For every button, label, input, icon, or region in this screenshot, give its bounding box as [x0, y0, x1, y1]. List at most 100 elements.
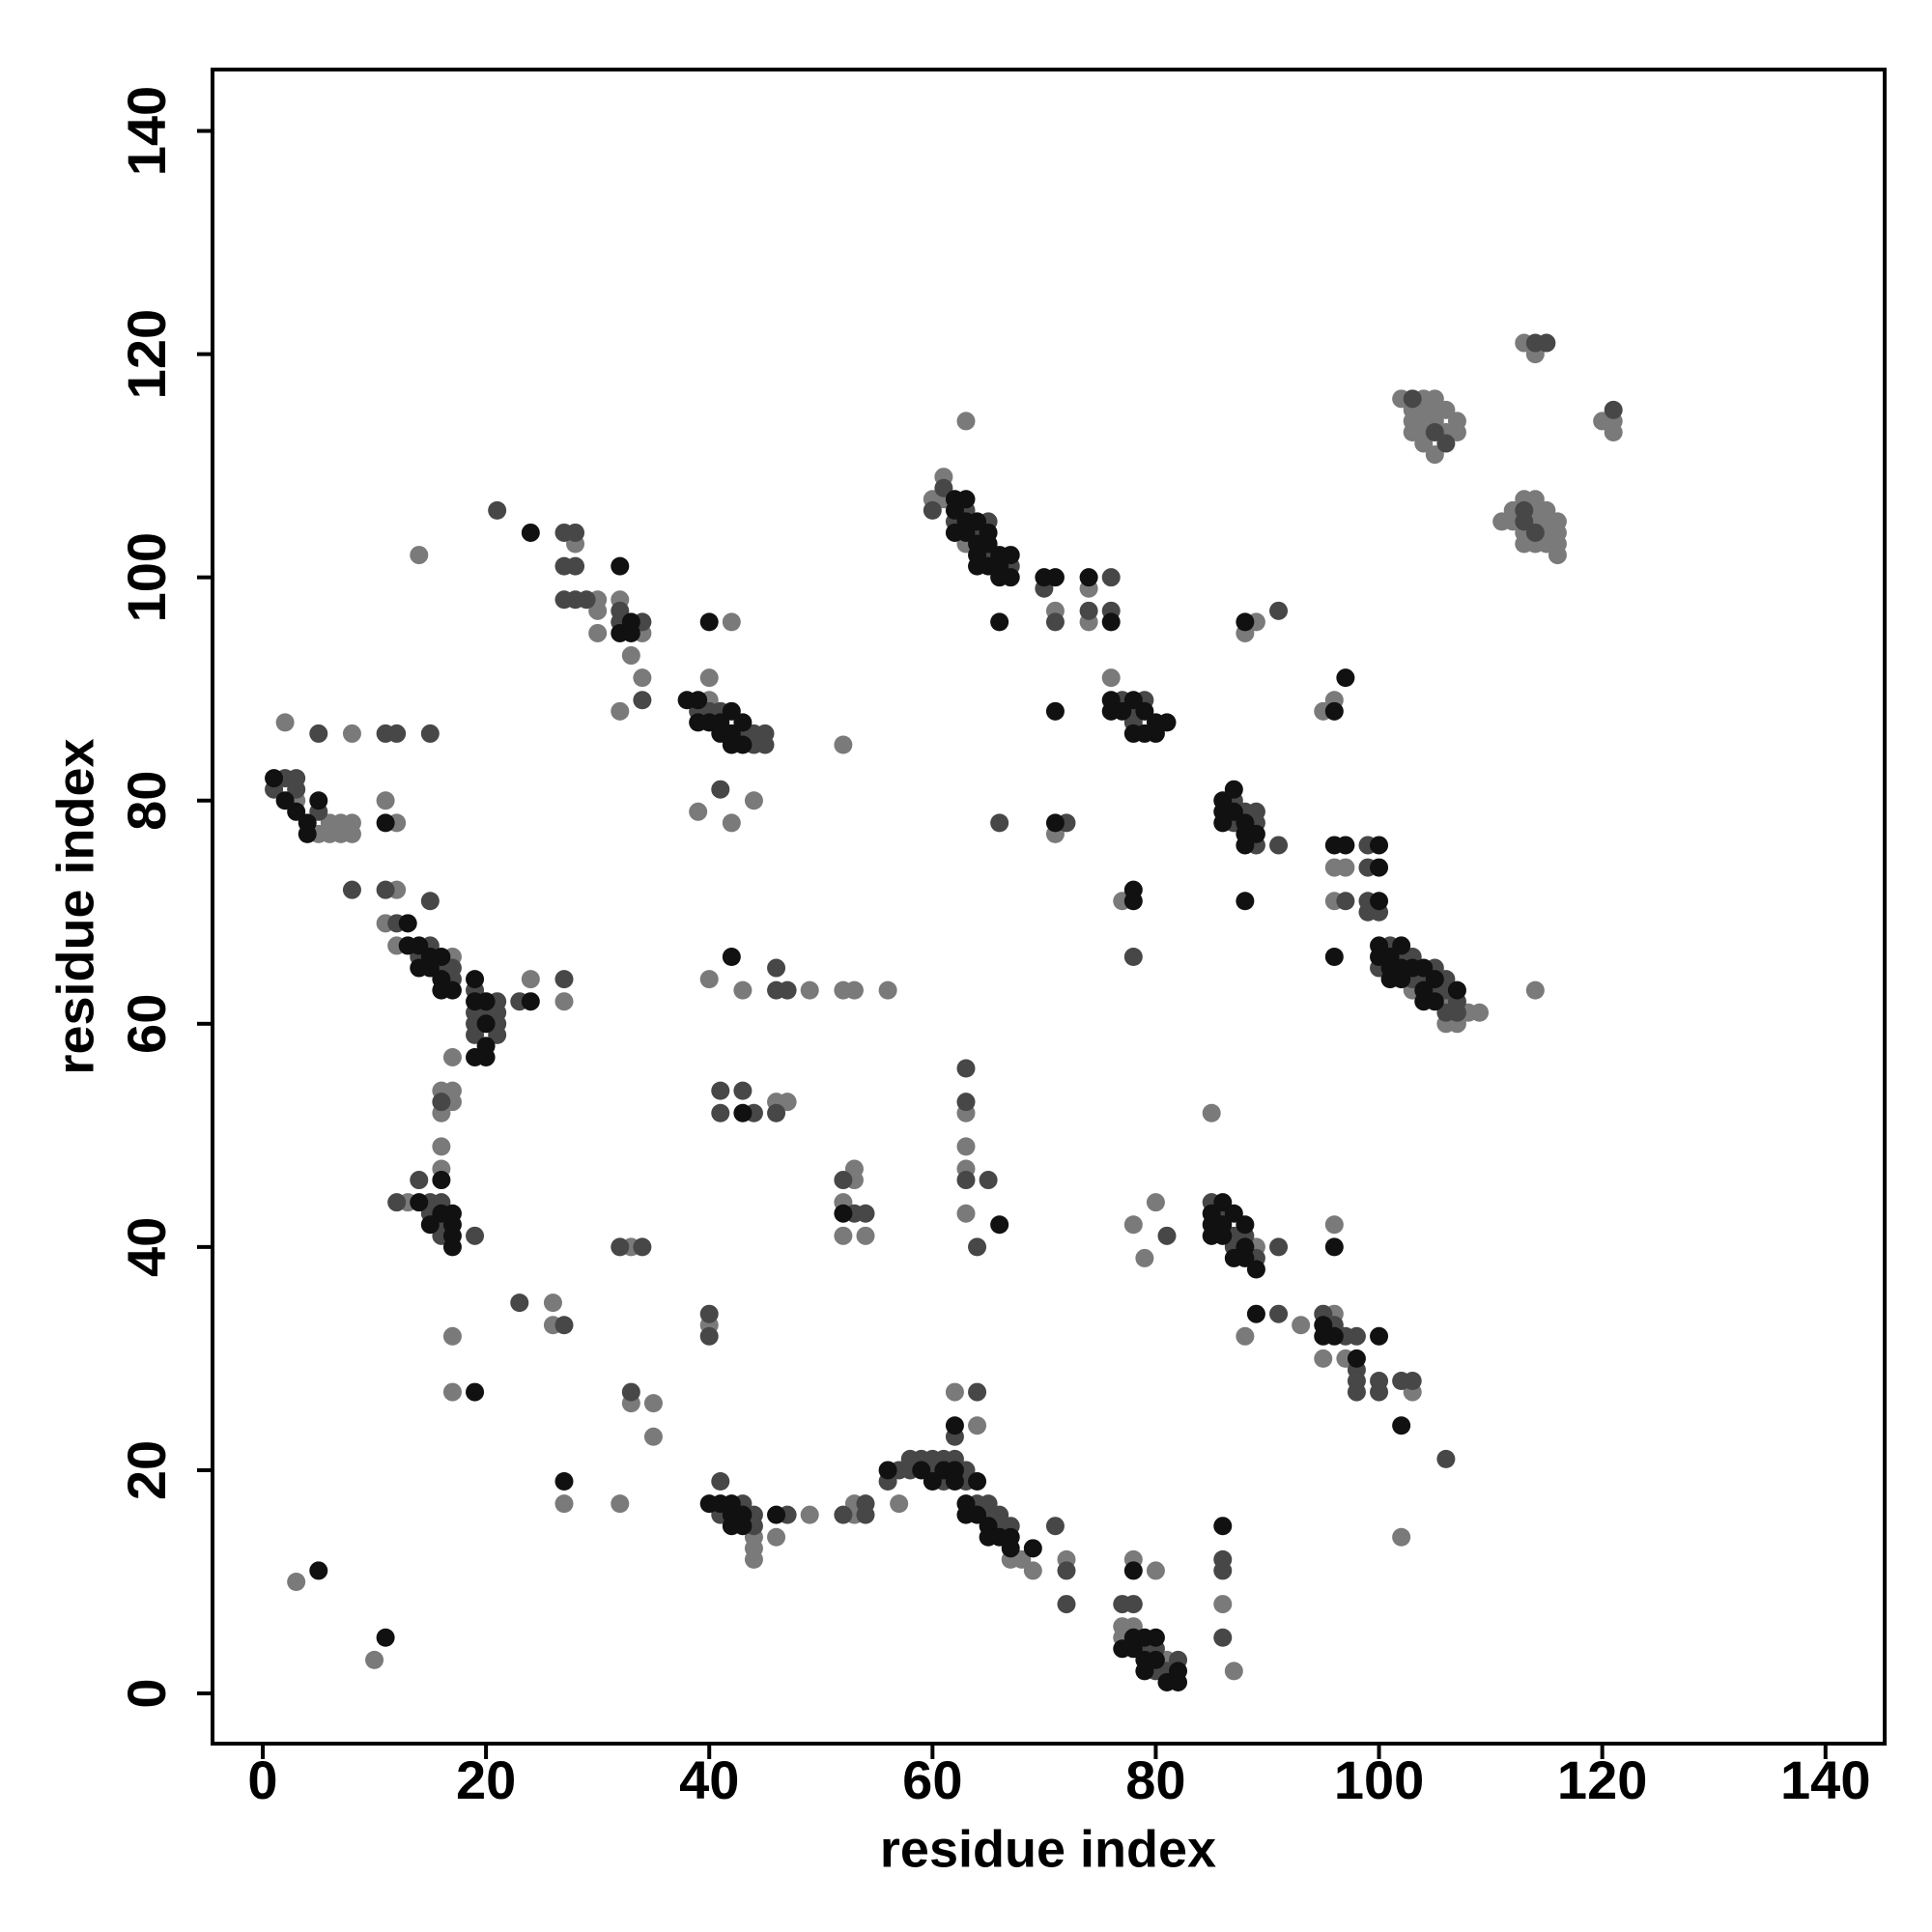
- x-tick-label: 140: [1780, 1749, 1870, 1810]
- point: [1157, 713, 1177, 732]
- point: [1135, 701, 1154, 721]
- point: [834, 1505, 853, 1524]
- point: [320, 813, 339, 833]
- y-tick-label: 100: [116, 532, 177, 622]
- point: [420, 724, 440, 743]
- point: [442, 1326, 462, 1346]
- point: [945, 1382, 964, 1402]
- point: [309, 1561, 328, 1580]
- point: [956, 1093, 976, 1112]
- y-tick-label: 0: [116, 1678, 177, 1708]
- point: [968, 512, 987, 531]
- point: [1057, 1561, 1076, 1580]
- point: [1269, 1237, 1289, 1257]
- point: [1324, 947, 1344, 966]
- point: [1392, 936, 1411, 955]
- point: [466, 1382, 485, 1402]
- point: [1370, 858, 1389, 877]
- point: [1324, 701, 1344, 721]
- point: [1604, 400, 1623, 419]
- point: [1425, 445, 1444, 465]
- point: [711, 1081, 730, 1100]
- point: [945, 1471, 964, 1491]
- point: [722, 813, 741, 833]
- point: [1336, 836, 1355, 855]
- point: [275, 713, 295, 732]
- y-tick-label: 140: [116, 86, 177, 176]
- point: [376, 1628, 395, 1647]
- point: [1336, 668, 1355, 688]
- point: [1123, 691, 1143, 710]
- point: [1213, 1561, 1233, 1580]
- point: [722, 612, 741, 632]
- point: [1236, 1248, 1255, 1267]
- point: [442, 1382, 462, 1402]
- point: [733, 1103, 753, 1122]
- point: [1447, 980, 1466, 1000]
- point: [1224, 1204, 1243, 1223]
- point: [621, 1382, 640, 1402]
- point: [1370, 892, 1389, 911]
- point: [1123, 1639, 1143, 1659]
- point: [1146, 1561, 1165, 1580]
- point: [1169, 1672, 1188, 1691]
- point: [442, 1047, 462, 1066]
- point: [956, 490, 976, 509]
- point: [432, 1171, 451, 1190]
- point: [1001, 568, 1020, 587]
- point: [778, 1093, 797, 1112]
- point: [611, 1494, 630, 1514]
- point: [979, 1171, 998, 1190]
- point: [1425, 970, 1444, 989]
- point: [611, 701, 630, 721]
- point: [420, 892, 440, 911]
- point: [1324, 1326, 1344, 1346]
- point: [834, 1171, 853, 1190]
- point: [1135, 1662, 1154, 1681]
- point: [1213, 813, 1233, 833]
- point: [1101, 668, 1121, 688]
- point: [1525, 523, 1545, 542]
- point: [398, 914, 417, 933]
- point: [410, 546, 429, 565]
- point: [442, 980, 462, 1000]
- point: [945, 1416, 964, 1435]
- point: [376, 791, 395, 810]
- point: [1079, 568, 1098, 587]
- point: [1236, 836, 1255, 855]
- point: [1113, 701, 1132, 721]
- point: [420, 958, 440, 978]
- point: [1347, 1349, 1366, 1368]
- point: [1425, 992, 1444, 1011]
- point: [432, 1093, 451, 1112]
- point: [722, 947, 741, 966]
- point: [410, 936, 429, 955]
- point: [1123, 892, 1143, 911]
- point: [767, 958, 786, 978]
- point: [420, 1215, 440, 1235]
- point: [956, 523, 976, 542]
- point: [309, 724, 328, 743]
- y-tick-label: 20: [116, 1440, 177, 1500]
- point: [554, 970, 574, 989]
- point: [744, 791, 763, 810]
- point: [309, 791, 328, 810]
- point: [767, 1505, 786, 1524]
- point: [1347, 1382, 1366, 1402]
- point: [1269, 836, 1289, 855]
- point: [298, 824, 317, 843]
- point: [633, 668, 652, 688]
- point: [1045, 612, 1065, 632]
- point: [733, 713, 753, 732]
- point: [1146, 1650, 1165, 1669]
- point: [1425, 400, 1444, 419]
- point: [1604, 422, 1623, 441]
- point: [699, 1326, 719, 1346]
- point: [699, 1304, 719, 1323]
- point: [466, 970, 485, 989]
- point: [834, 1226, 853, 1245]
- point: [1336, 892, 1355, 911]
- point: [521, 992, 540, 1011]
- point: [1436, 434, 1456, 453]
- point: [643, 1427, 663, 1446]
